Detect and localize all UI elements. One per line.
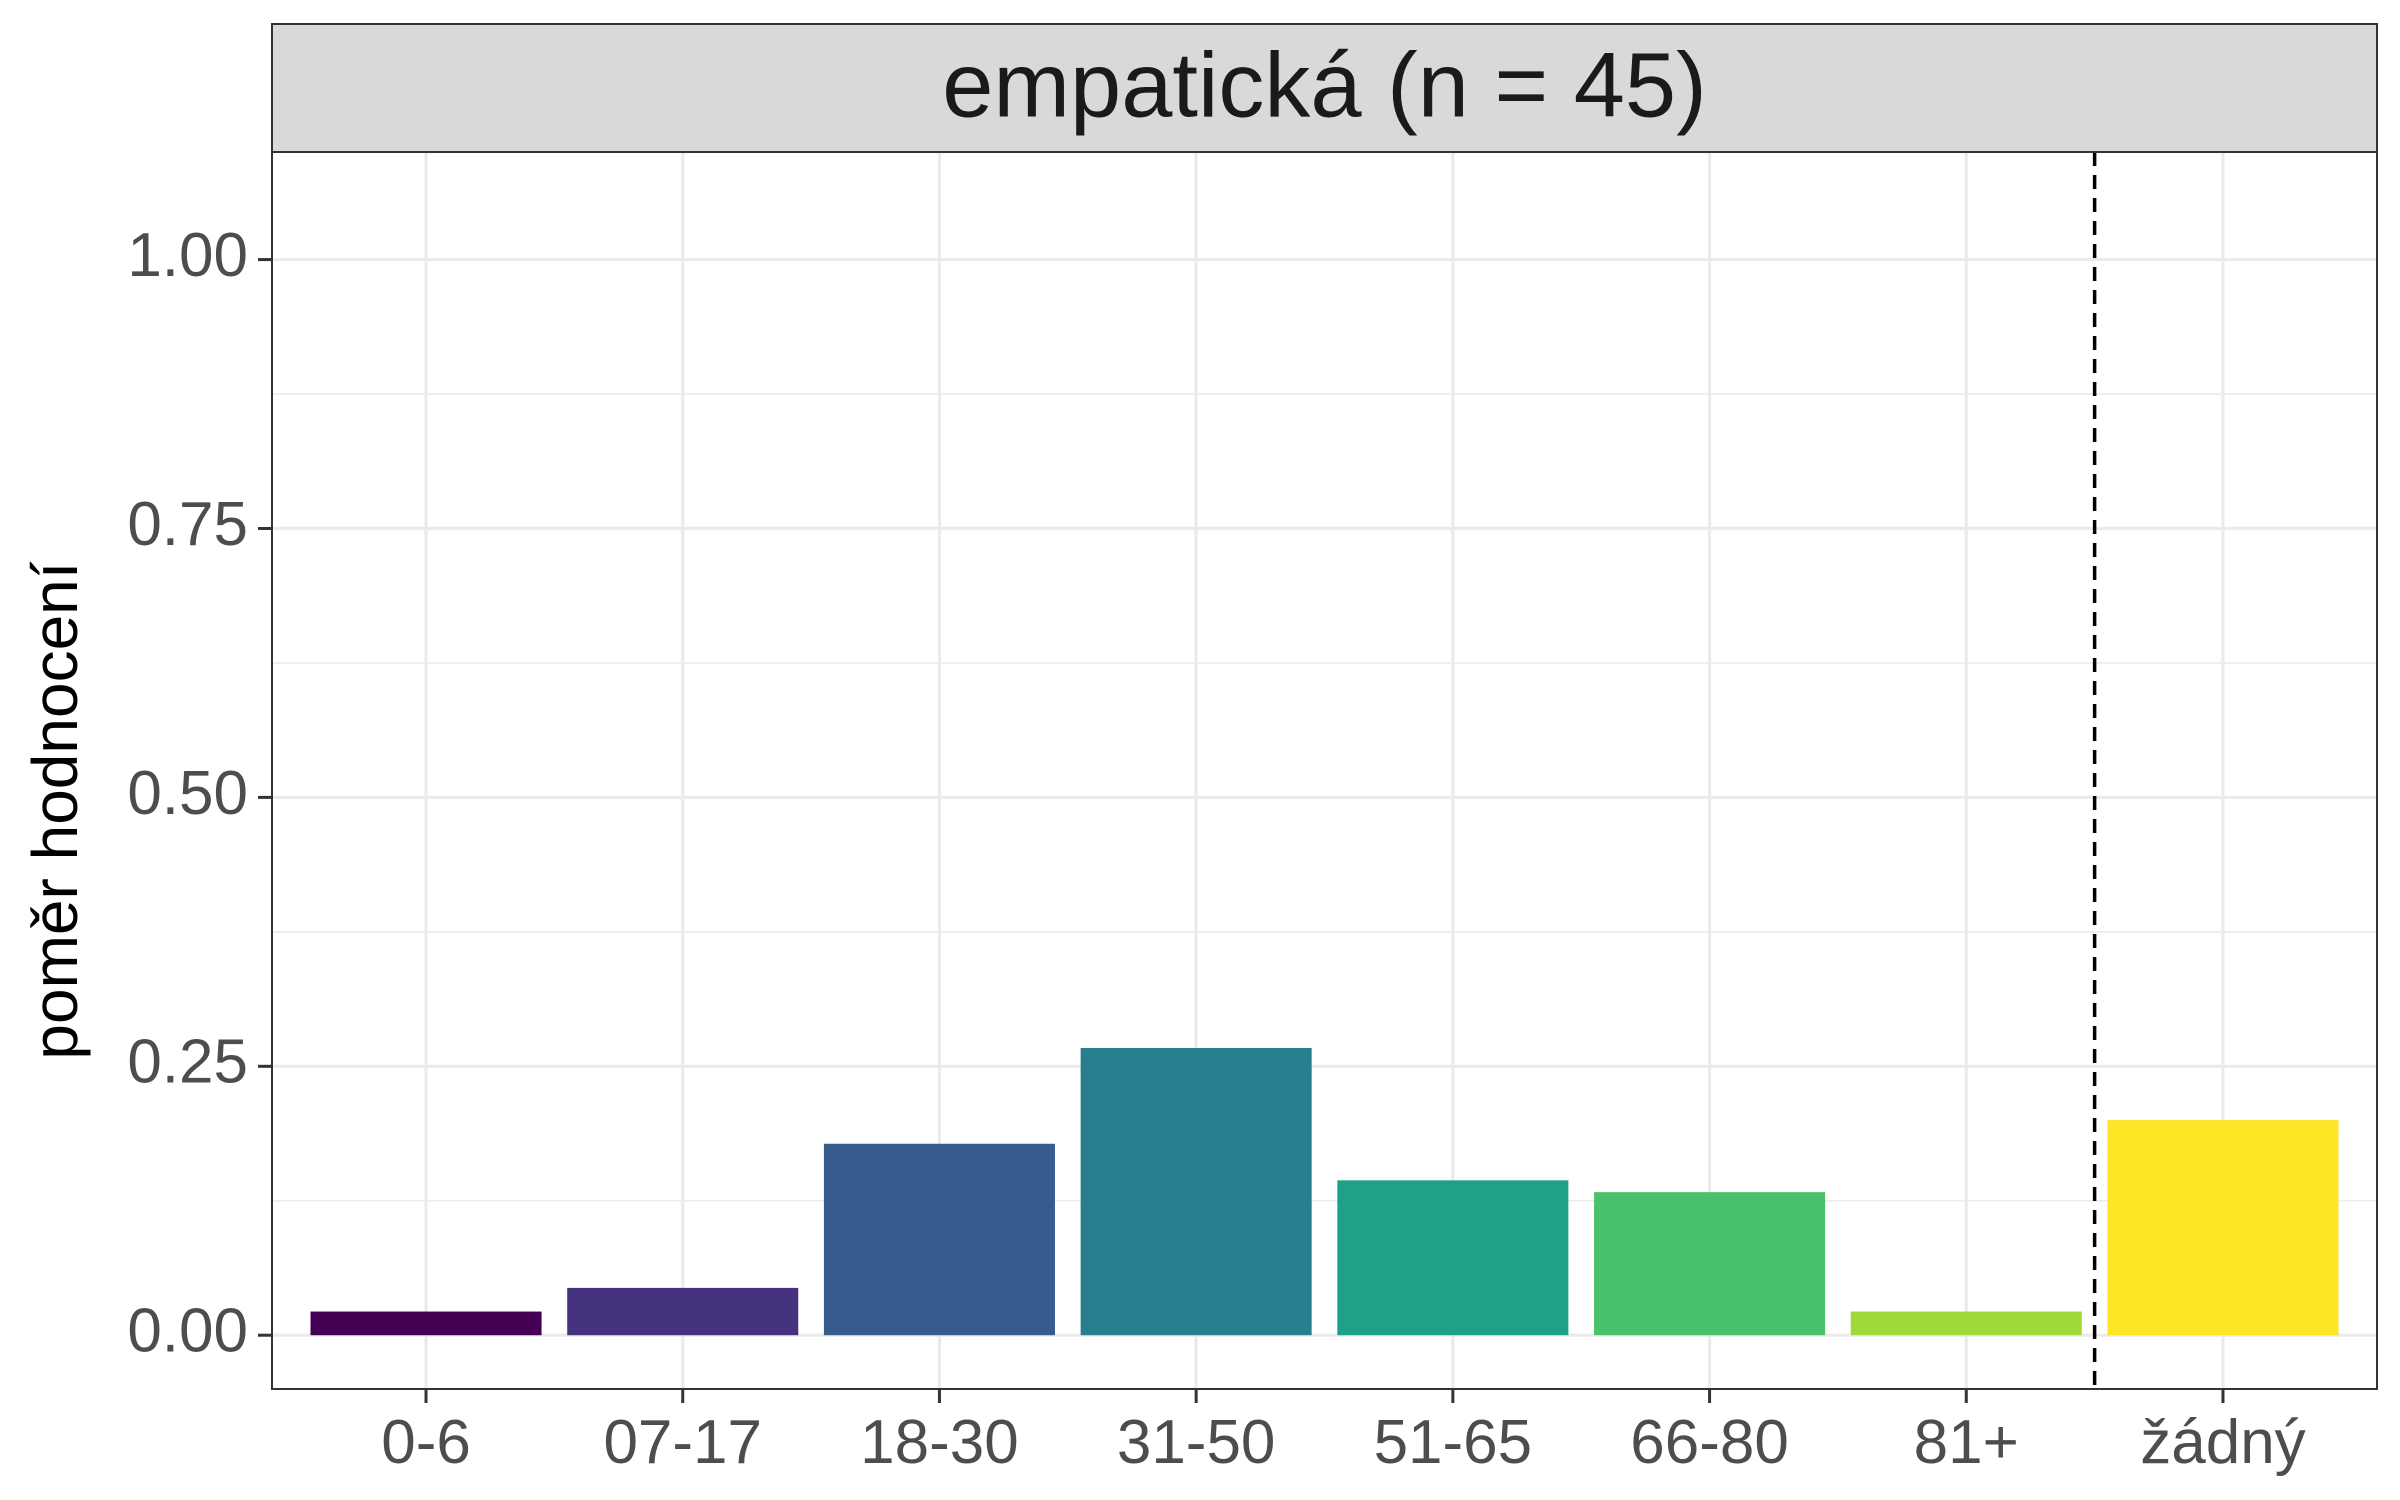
x-tick-label: 07-17	[603, 1408, 762, 1477]
y-tick-label: 0.25	[127, 1028, 248, 1097]
bar	[1850, 1311, 2082, 1336]
bar	[1337, 1180, 1569, 1336]
y-tick-label: 0.50	[127, 759, 248, 828]
y-tick-label: 1.00	[127, 221, 248, 290]
y-tick-label: 0.00	[127, 1297, 248, 1366]
x-tick-label: 18-30	[860, 1408, 1019, 1477]
bar	[2107, 1120, 2339, 1336]
y-tick-label: 0.75	[127, 490, 248, 559]
bar	[1594, 1192, 1826, 1336]
x-tick-label: 31-50	[1117, 1408, 1276, 1477]
x-tick-label: 81+	[1914, 1408, 2019, 1477]
facet-strip-background	[271, 23, 2378, 153]
x-axis: 0-6 07-17 18-30 31-50 51-65 66-80 81+ žádný	[381, 1389, 2306, 1477]
y-axis-title: poměr hodnocení	[19, 561, 91, 1059]
bar	[310, 1311, 542, 1336]
x-tick-label: 51-65	[1374, 1408, 1533, 1477]
x-tick-label: 0-6	[381, 1408, 471, 1477]
bar	[823, 1143, 1055, 1336]
bar	[1080, 1048, 1312, 1336]
panel-background	[272, 152, 2377, 1389]
y-axis: 0.00 0.25 0.50 0.75 1.00	[127, 221, 272, 1366]
facet-strip: empatická (n = 45)	[271, 23, 2378, 153]
plot-area	[272, 152, 2377, 1389]
x-tick-label: žádný	[2140, 1408, 2305, 1477]
facet-strip-label: empatická (n = 45)	[942, 34, 1706, 136]
x-tick-label: 66-80	[1630, 1408, 1789, 1477]
bars	[310, 1048, 2339, 1336]
bar	[567, 1287, 799, 1336]
